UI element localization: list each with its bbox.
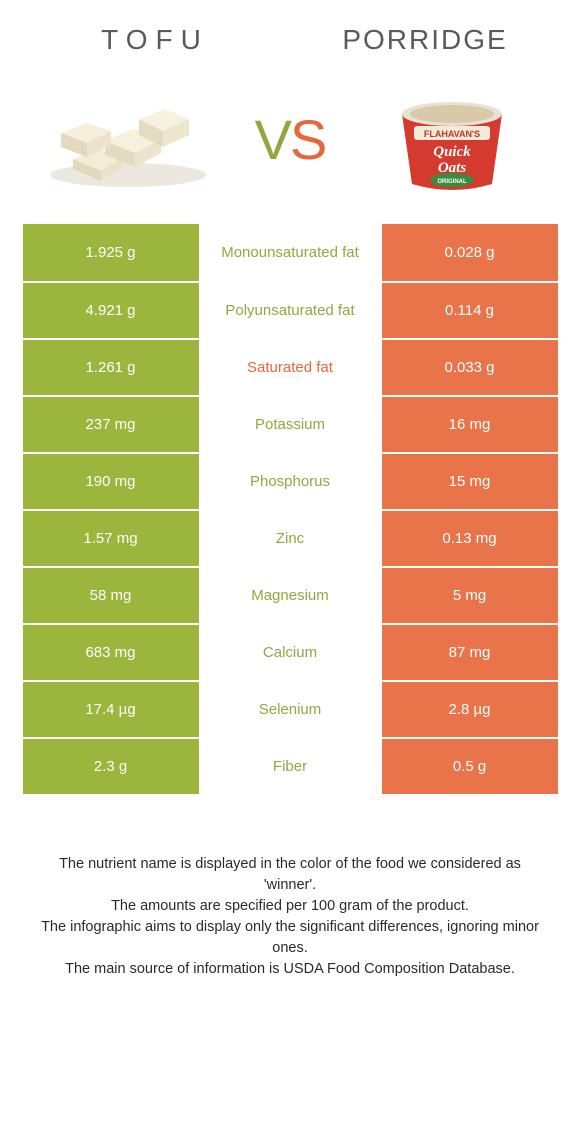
nutrient-row: 190 mgPhosphorus15 mg xyxy=(23,452,558,509)
footer-text: The nutrient name is displayed in the co… xyxy=(40,854,540,980)
nutrient-row: 1.57 mgZinc0.13 mg xyxy=(23,509,558,566)
nutrient-name-cell: Potassium xyxy=(201,397,380,452)
left-value-cell: 1.925 g xyxy=(23,224,201,281)
quick-oats-icon: FLAHAVAN'S Quick Oats ORIGINAL xyxy=(382,84,522,194)
svg-text:Quick: Quick xyxy=(433,144,471,160)
right-value-cell: 0.5 g xyxy=(380,739,558,794)
tofu-icon xyxy=(43,89,213,189)
right-value-cell: 0.033 g xyxy=(380,340,558,395)
svg-text:ORIGINAL: ORIGINAL xyxy=(437,179,467,185)
footer-line-3: The infographic aims to display only the… xyxy=(40,917,540,959)
nutrient-name-cell: Calcium xyxy=(201,625,380,680)
left-food-title: TOFU xyxy=(20,24,290,56)
left-value-cell: 4.921 g xyxy=(23,283,201,338)
vs-letter-v: V xyxy=(255,108,290,171)
footer-line-4: The main source of information is USDA F… xyxy=(40,959,540,980)
images-row: VS FLAHAVAN'S Quick Oats ORIGINAL xyxy=(0,68,580,224)
nutrient-row: 58 mgMagnesium5 mg xyxy=(23,566,558,623)
header-row: TOFU Porridge xyxy=(0,0,580,68)
right-value-cell: 87 mg xyxy=(380,625,558,680)
left-value-cell: 1.57 mg xyxy=(23,511,201,566)
nutrient-row: 17.4 µgSelenium2.8 µg xyxy=(23,680,558,737)
nutrient-row: 1.925 gMonounsaturated fat0.028 g xyxy=(23,224,558,281)
left-value-cell: 2.3 g xyxy=(23,739,201,794)
vs-letter-s: S xyxy=(290,108,325,171)
nutrient-name-cell: Zinc xyxy=(201,511,380,566)
right-food-title: Porridge xyxy=(290,24,560,56)
footer-line-1: The nutrient name is displayed in the co… xyxy=(40,854,540,896)
nutrient-row: 237 mgPotassium16 mg xyxy=(23,395,558,452)
svg-text:FLAHAVAN'S: FLAHAVAN'S xyxy=(424,129,480,139)
right-value-cell: 16 mg xyxy=(380,397,558,452)
right-value-cell: 5 mg xyxy=(380,568,558,623)
right-value-cell: 0.114 g xyxy=(380,283,558,338)
nutrient-name-cell: Saturated fat xyxy=(201,340,380,395)
nutrient-name-cell: Fiber xyxy=(201,739,380,794)
nutrient-name-cell: Phosphorus xyxy=(201,454,380,509)
right-value-cell: 0.13 mg xyxy=(380,511,558,566)
right-value-cell: 15 mg xyxy=(380,454,558,509)
nutrient-row: 683 mgCalcium87 mg xyxy=(23,623,558,680)
nutrient-name-cell: Monounsaturated fat xyxy=(201,224,380,281)
left-food-image xyxy=(20,84,237,194)
left-value-cell: 683 mg xyxy=(23,625,201,680)
nutrient-row: 1.261 gSaturated fat0.033 g xyxy=(23,338,558,395)
nutrient-name-cell: Selenium xyxy=(201,682,380,737)
nutrient-table: 1.925 gMonounsaturated fat0.028 g4.921 g… xyxy=(23,224,558,794)
right-food-image: FLAHAVAN'S Quick Oats ORIGINAL xyxy=(343,84,560,194)
nutrient-name-cell: Polyunsaturated fat xyxy=(201,283,380,338)
infographic-container: TOFU Porridge xyxy=(0,0,580,980)
footer-line-2: The amounts are specified per 100 gram o… xyxy=(40,896,540,917)
left-value-cell: 237 mg xyxy=(23,397,201,452)
right-value-cell: 0.028 g xyxy=(380,224,558,281)
nutrient-row: 4.921 gPolyunsaturated fat0.114 g xyxy=(23,281,558,338)
nutrient-row: 2.3 gFiber0.5 g xyxy=(23,737,558,794)
left-value-cell: 190 mg xyxy=(23,454,201,509)
left-value-cell: 58 mg xyxy=(23,568,201,623)
vs-label: VS xyxy=(247,107,334,172)
right-value-cell: 2.8 µg xyxy=(380,682,558,737)
nutrient-name-cell: Magnesium xyxy=(201,568,380,623)
left-value-cell: 17.4 µg xyxy=(23,682,201,737)
left-value-cell: 1.261 g xyxy=(23,340,201,395)
